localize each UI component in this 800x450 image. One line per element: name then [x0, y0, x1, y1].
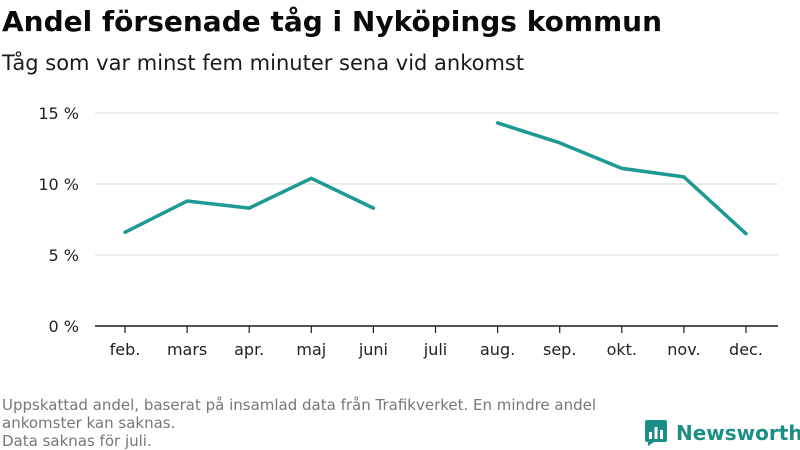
y-tick-label: 15 % [38, 104, 79, 123]
x-tick-label: mars [167, 340, 207, 359]
footnote: Uppskattad andel, baserat på insamlad da… [2, 396, 642, 450]
x-axis-tick-labels: feb. mars apr. maj juni juli aug. sep. okt. nov. d… [110, 340, 763, 359]
line-chart: 0 % 5 % 10 % 15 % feb. mars apr. maj juni juli au… [38, 104, 778, 359]
x-tick-label: maj [296, 340, 326, 359]
x-tick-label: aug. [480, 340, 515, 359]
footnote-line: ankomster kan saknas. [2, 414, 176, 432]
series-line [123, 176, 376, 235]
x-tick-label: dec. [729, 340, 763, 359]
y-axis-tick-labels: 0 % 5 % 10 % 15 % [38, 104, 79, 336]
y-tick-label: 0 % [49, 317, 79, 336]
footnote-line: Uppskattad andel, baserat på insamlad da… [2, 396, 597, 414]
y-tick-label: 10 % [38, 175, 79, 194]
footnote-line: Data saknas för juli. [2, 432, 152, 450]
x-tick-label: juli [423, 340, 447, 359]
gridlines [95, 112, 778, 256]
x-tick-label: nov. [667, 340, 700, 359]
series-line [495, 121, 748, 236]
brand-name: Newsworthy [676, 421, 800, 445]
x-tick-label: juni [358, 340, 388, 359]
x-axis [95, 325, 778, 333]
x-tick-label: okt. [607, 340, 637, 359]
chart-title: Andel försenade tåg i Nyköpings kommun [2, 5, 663, 38]
x-tick-label: sep. [543, 340, 576, 359]
x-tick-label: apr. [234, 340, 264, 359]
series-lines [123, 121, 748, 236]
brand-logo: Newsworthy [644, 418, 800, 448]
x-tick-label: feb. [110, 340, 141, 359]
chart-subtitle: Tåg som var minst fem minuter sena vid a… [2, 51, 525, 75]
bar-chart-speech-bubble-icon [645, 420, 667, 446]
y-tick-label: 5 % [49, 246, 79, 265]
